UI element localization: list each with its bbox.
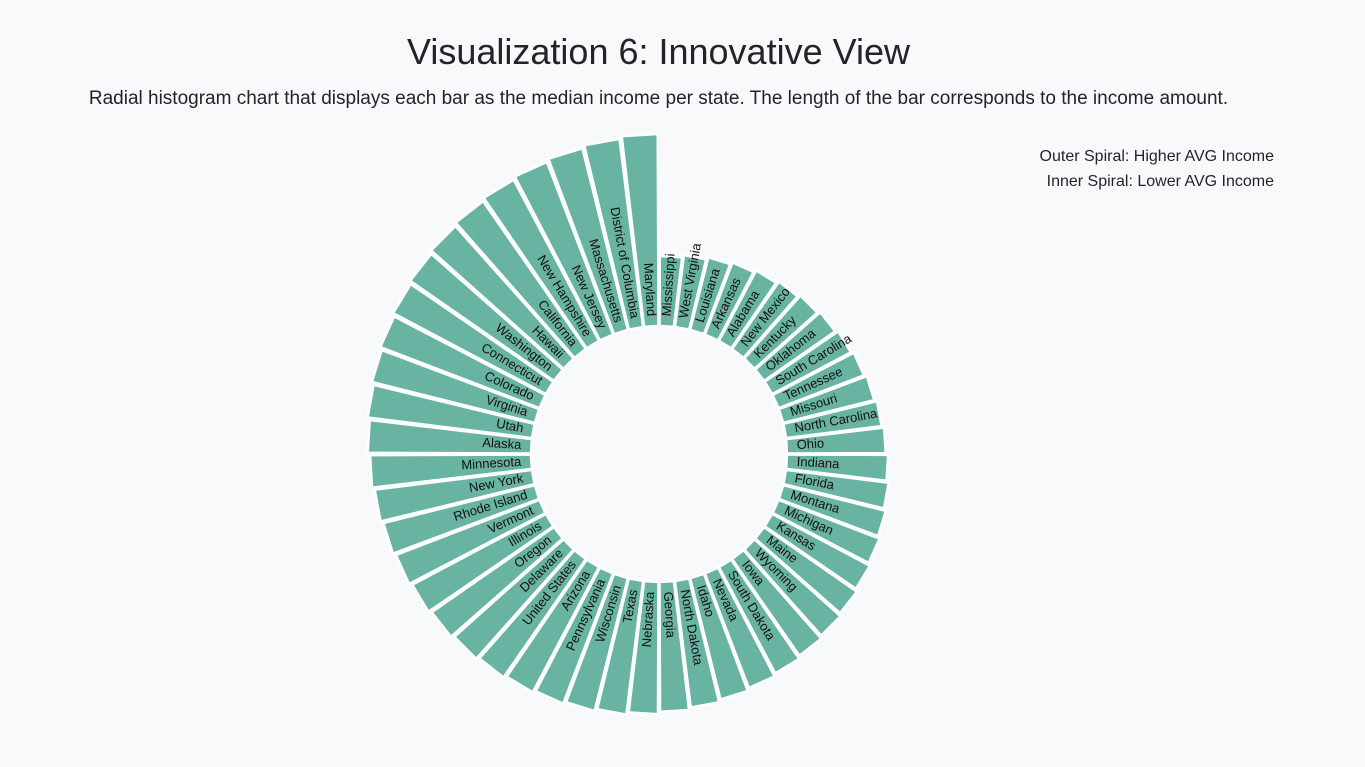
bar-ohio <box>784 426 888 455</box>
bar-kansas <box>762 512 872 591</box>
bar-colorado <box>378 314 548 410</box>
bar-new-jersey <box>513 160 615 343</box>
legend-inner-label: Inner Spiral: Lower AVG Income <box>1046 173 1274 190</box>
bar-illinois <box>410 512 556 614</box>
bar-oklahoma <box>753 310 838 383</box>
bar-label: Utah <box>495 416 525 436</box>
bar-arkansas <box>703 260 756 343</box>
bar-district-of-columbia <box>582 137 645 332</box>
bar-vermont <box>394 498 548 586</box>
bar-nevada <box>703 565 777 690</box>
bar-minnesota <box>368 453 534 490</box>
bar-indiana <box>784 453 890 483</box>
bar-new-mexico <box>730 279 800 360</box>
bar-maryland <box>620 132 660 329</box>
bar-idaho <box>688 572 750 702</box>
bar-label: Georgia <box>661 591 679 639</box>
bar-washington <box>408 252 565 383</box>
bar-west-virginia <box>673 253 708 332</box>
bar-north-dakota <box>673 576 721 709</box>
bar-south-carolina <box>762 329 853 396</box>
bars-layer <box>366 132 891 717</box>
bar-label: Alaska <box>482 435 523 452</box>
bar-mississippi <box>658 254 684 329</box>
bar-kentucky <box>742 293 820 371</box>
bar-virginia <box>370 348 541 425</box>
bar-wisconsin <box>564 572 630 713</box>
bar-alabama <box>717 268 779 351</box>
bar-label: Nebraska <box>639 590 657 647</box>
bar-oregon <box>429 525 565 639</box>
bar-utah <box>366 383 537 440</box>
bar-wyoming <box>742 537 843 638</box>
bar-nebraska <box>627 579 660 716</box>
bar-michigan <box>770 498 882 565</box>
bar-georgia <box>658 579 691 714</box>
bar-florida <box>781 468 891 511</box>
bar-new-hampshire <box>481 177 601 351</box>
legend-outer-label: Outer Spiral: Higher AVG Income <box>1039 148 1274 165</box>
bar-alaska <box>366 418 534 455</box>
bar-united-states <box>477 548 588 680</box>
bar-pennsylvania <box>533 565 615 706</box>
bar-connecticut <box>391 282 556 396</box>
bar-louisiana <box>688 255 732 336</box>
bar-massachusetts <box>546 146 630 336</box>
bar-hawaii <box>429 224 576 371</box>
bar-label: Maryland <box>641 262 659 316</box>
bar-new-york <box>373 468 537 523</box>
bar-label: Minnesota <box>461 454 523 473</box>
bar-california <box>453 199 588 360</box>
bar-iowa <box>730 548 824 658</box>
bar-tennessee <box>770 351 866 410</box>
bar-missouri <box>777 374 876 425</box>
bar-label: Mississippi <box>659 253 678 317</box>
bar-arizona <box>504 557 601 695</box>
chart-legend: Outer Spiral: Higher AVG Income Inner Sp… <box>1000 144 1274 194</box>
page-title: Visualization 6: Innovative View <box>407 31 910 72</box>
bar-label: Indiana <box>796 454 840 472</box>
bar-delaware <box>452 537 576 661</box>
bar-label: Florida <box>794 470 837 492</box>
bar-label: Ohio <box>796 435 824 452</box>
bar-maine <box>753 525 859 615</box>
bar-montana <box>777 483 888 538</box>
page-subtitle: Radial histogram chart that displays eac… <box>88 88 1229 109</box>
bar-label: Texas <box>620 588 641 625</box>
bar-texas <box>595 576 645 717</box>
bar-north-carolina <box>781 399 884 440</box>
bar-south-dakota <box>717 557 801 676</box>
bar-rhode-island <box>381 483 541 556</box>
